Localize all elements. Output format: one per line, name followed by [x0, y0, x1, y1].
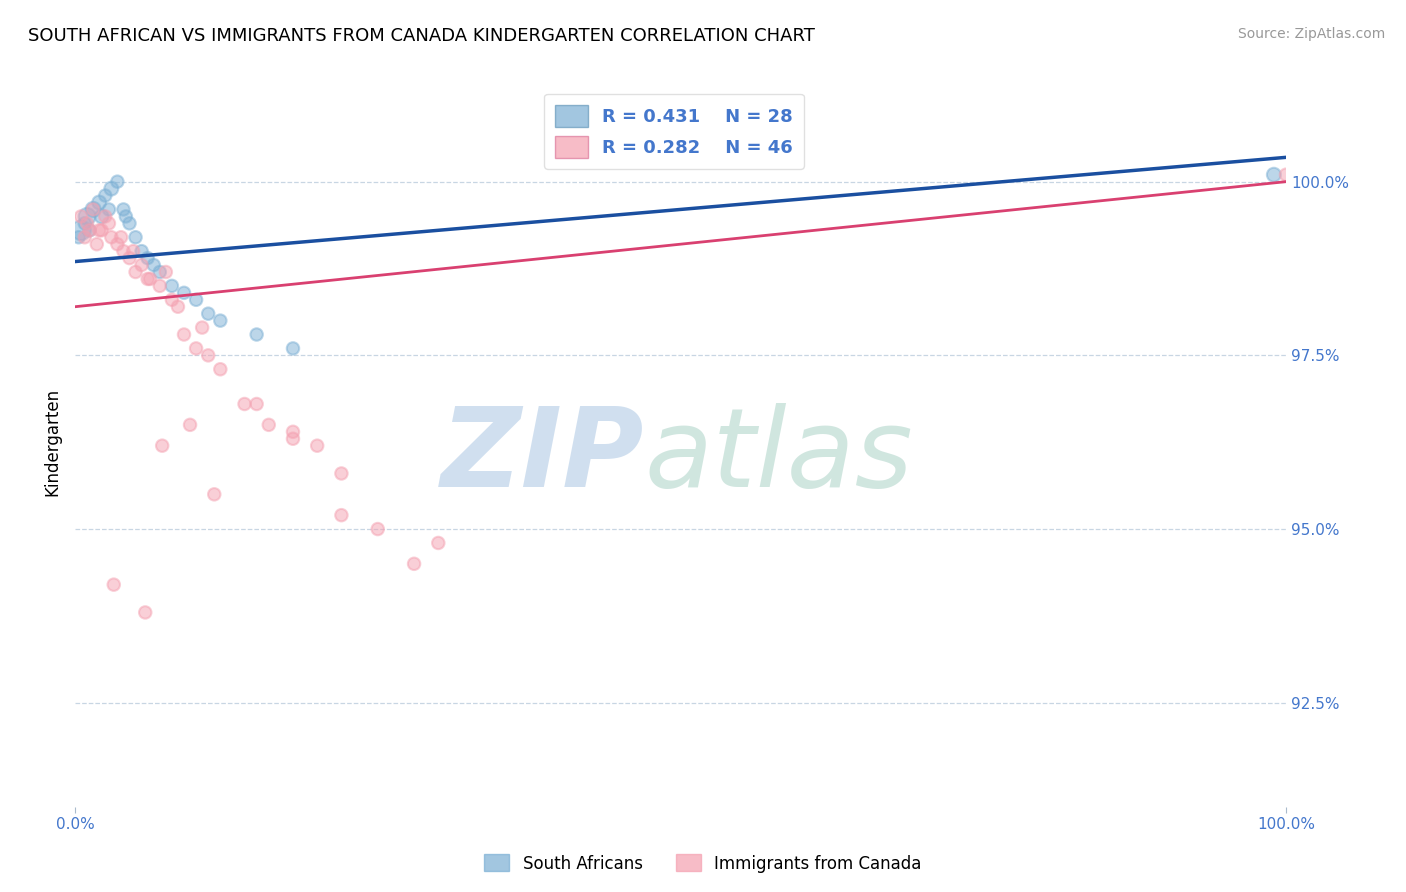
Point [124, 230, 146, 244]
Point [257, 417, 280, 432]
Point [90, 223, 112, 237]
Point [246, 397, 269, 411]
Y-axis label: Kindergarten: Kindergarten [44, 388, 60, 496]
Text: SOUTH AFRICAN VS IMMIGRANTS FROM CANADA KINDERGARTEN CORRELATION CHART: SOUTH AFRICAN VS IMMIGRANTS FROM CANADA … [28, 27, 815, 45]
Point [197, 307, 219, 321]
Point [197, 348, 219, 362]
Legend: South Africans, Immigrants from Canada: South Africans, Immigrants from Canada [478, 847, 928, 880]
Point [79, 223, 101, 237]
Point [167, 300, 190, 314]
Point [94, 210, 117, 224]
Point [76, 216, 98, 230]
Point [246, 327, 269, 342]
Point [103, 577, 125, 591]
Point [427, 536, 450, 550]
Point [82, 202, 104, 217]
Point [184, 293, 207, 307]
Point [233, 397, 256, 411]
Point [184, 342, 207, 356]
Point [209, 362, 232, 376]
Point [105, 175, 128, 189]
Point [179, 417, 201, 432]
Point [191, 320, 214, 334]
Point [149, 278, 172, 293]
Text: Source: ZipAtlas.com: Source: ZipAtlas.com [1237, 27, 1385, 41]
Point [100, 230, 122, 244]
Point [142, 258, 165, 272]
Point [160, 278, 183, 293]
Point [70, 210, 93, 224]
Point [94, 188, 117, 202]
Point [404, 557, 426, 571]
Point [100, 181, 122, 195]
Point [110, 230, 132, 244]
Point [131, 258, 153, 272]
Point [115, 210, 138, 224]
Point [79, 223, 101, 237]
Point [124, 265, 146, 279]
Text: ZIP: ZIP [440, 403, 644, 510]
Point [367, 522, 389, 536]
Point [281, 342, 304, 356]
Point [73, 216, 96, 230]
Point [70, 223, 93, 237]
Point [139, 272, 162, 286]
Point [281, 432, 304, 446]
Point [82, 202, 104, 217]
Point [97, 202, 120, 217]
Point [330, 508, 353, 523]
Point [136, 272, 159, 286]
Legend: R = 0.431    N = 28, R = 0.282    N = 46: R = 0.431 N = 28, R = 0.282 N = 46 [544, 94, 804, 169]
Point [112, 202, 135, 217]
Point [150, 439, 173, 453]
Point [131, 244, 153, 259]
Point [330, 467, 353, 481]
Point [76, 210, 98, 224]
Point [202, 487, 225, 501]
Point [112, 244, 135, 259]
Point [122, 244, 145, 259]
Point [90, 210, 112, 224]
Point [67, 230, 90, 244]
Point [209, 313, 232, 327]
Point [307, 439, 329, 453]
Point [173, 285, 195, 300]
Point [1263, 168, 1285, 182]
Point [105, 237, 128, 252]
Point [118, 216, 141, 230]
Point [73, 230, 96, 244]
Point [1275, 168, 1298, 182]
Point [134, 606, 156, 620]
Point [118, 251, 141, 265]
Point [173, 327, 195, 342]
Point [155, 265, 177, 279]
Point [281, 425, 304, 439]
Point [86, 237, 108, 252]
Point [89, 223, 111, 237]
Point [89, 195, 111, 210]
Point [97, 216, 120, 230]
Text: atlas: atlas [644, 403, 912, 510]
Point [136, 251, 159, 265]
Point [160, 293, 183, 307]
Point [149, 265, 172, 279]
